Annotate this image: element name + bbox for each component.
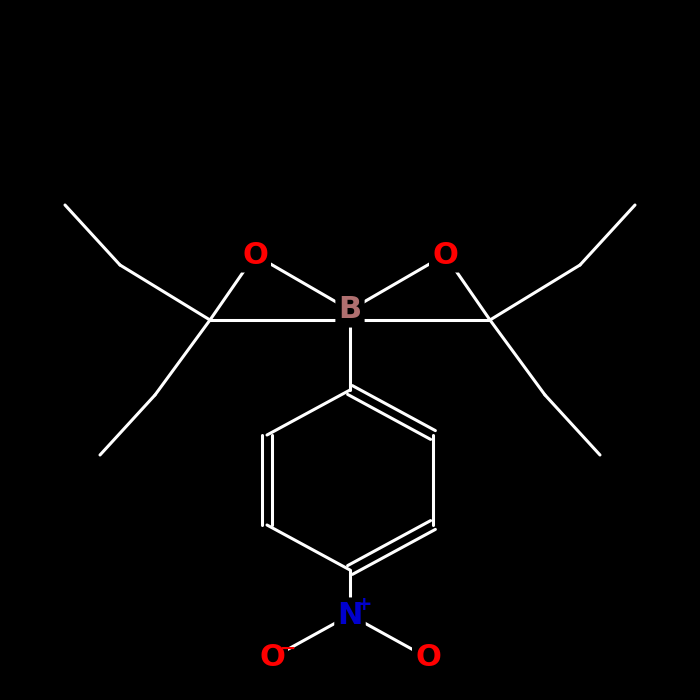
Text: −: − xyxy=(280,638,296,657)
Text: +: + xyxy=(356,596,372,615)
Text: O: O xyxy=(242,241,268,270)
Text: B: B xyxy=(338,295,362,325)
Text: O: O xyxy=(259,643,285,673)
Text: O: O xyxy=(415,643,441,673)
Text: N: N xyxy=(337,601,363,629)
Text: O: O xyxy=(432,241,458,270)
